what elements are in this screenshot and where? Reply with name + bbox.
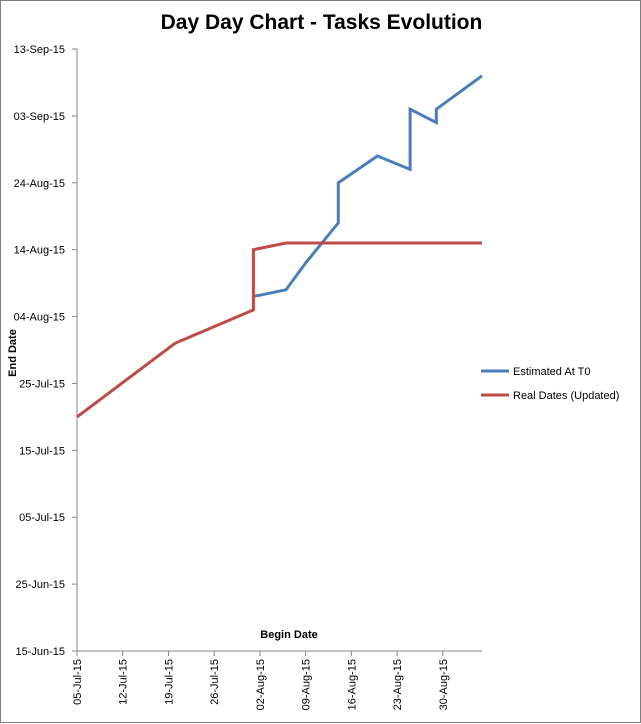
y-tick-label: 14-Aug-15 (14, 245, 65, 257)
y-tick-label: 15-Jul-15 (19, 445, 65, 457)
x-axis-title: Begin Date (260, 629, 317, 641)
x-tick-label: 19-Jul-15 (163, 659, 175, 705)
series-line-2 (76, 241, 482, 419)
y-tick-label: 24-Aug-15 (14, 178, 65, 190)
y-tick-label: 25-Jul-15 (19, 378, 65, 390)
legend-label-2: Real Dates (Updated) (513, 390, 619, 402)
x-tick-label: 23-Aug-15 (392, 659, 404, 710)
y-axis-title: End Date (7, 329, 19, 377)
x-tick-label: 05-Jul-15 (72, 659, 84, 705)
legend-label-1: Estimated At T0 (513, 366, 590, 378)
y-tick-label: 05-Jul-15 (19, 512, 65, 524)
y-tick-label: 25-Jun-15 (15, 579, 65, 591)
y-tick-label: 04-Aug-15 (14, 312, 65, 324)
y-tick-label: 13-Sep-15 (14, 44, 65, 56)
chart-title: Day Day Chart - Tasks Evolution (160, 11, 483, 34)
y-tick-label: 15-Jun-15 (15, 646, 65, 658)
legend: Estimated At T0 Real Dates (Updated) (481, 366, 619, 402)
x-tick-label: 30-Aug-15 (438, 659, 450, 710)
y-tick-label: 03-Sep-15 (14, 111, 65, 123)
series-line-1 (253, 74, 483, 298)
x-tick-label: 16-Aug-15 (346, 659, 358, 710)
x-tick-label: 09-Aug-15 (301, 659, 313, 710)
x-tick-label: 26-Jul-15 (209, 659, 221, 705)
x-tick-label: 02-Aug-15 (255, 659, 267, 710)
x-tick-label: 12-Jul-15 (118, 659, 130, 705)
